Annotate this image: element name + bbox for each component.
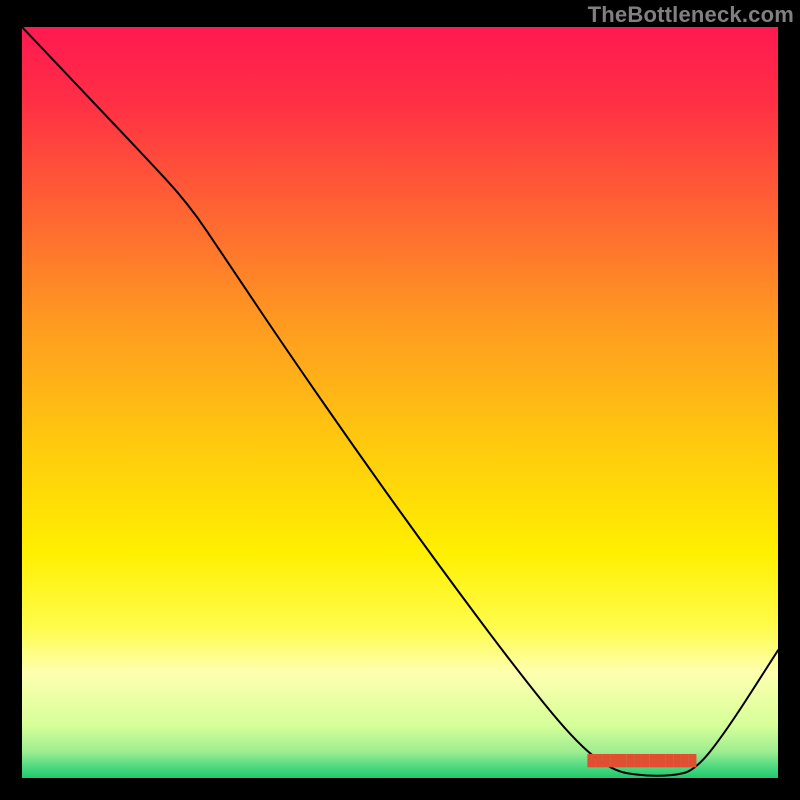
chart-stage: TheBottleneck.com ██████████████ [0, 0, 800, 800]
plot-area: ██████████████ [22, 27, 778, 778]
watermark-text: TheBottleneck.com [588, 2, 794, 28]
series-line [22, 27, 778, 778]
x-axis-marker-label: ██████████████ [587, 756, 696, 767]
series-path [22, 27, 778, 776]
